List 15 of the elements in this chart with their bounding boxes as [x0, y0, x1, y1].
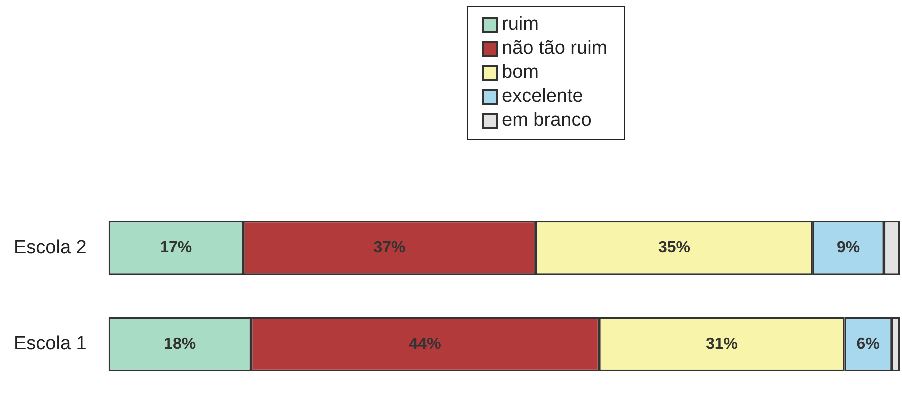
- data-label: 35%: [658, 240, 691, 257]
- legend-label: ruim: [502, 13, 539, 37]
- data-label: 44%: [409, 336, 442, 353]
- legend-label: em branco: [502, 109, 592, 133]
- data-label: 6%: [856, 336, 880, 353]
- legend-label: bom: [502, 61, 539, 85]
- data-label: 31%: [706, 336, 738, 353]
- y-tick-label: Escola 1: [14, 334, 87, 355]
- data-label: 18%: [164, 336, 196, 353]
- y-tick-label: Escola 2: [14, 237, 87, 258]
- legend-label: excelente: [502, 85, 584, 109]
- data-label: 37%: [374, 240, 406, 257]
- legend-label: não tão ruim: [502, 37, 608, 61]
- data-label: 17%: [160, 240, 192, 257]
- data-label: 9%: [837, 240, 860, 257]
